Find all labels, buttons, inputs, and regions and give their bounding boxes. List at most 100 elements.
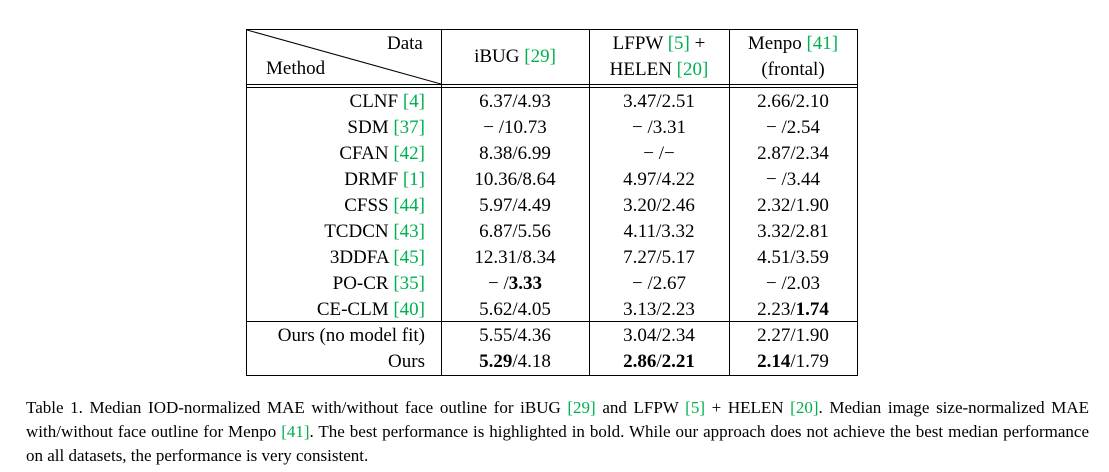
value-cell: 3.04/2.34: [589, 323, 729, 349]
our-method-rows: Ours (no model fit) 5.55/4.36 3.04/2.34 2.2…: [247, 323, 857, 375]
value-cell: 2.14/1.79: [729, 349, 857, 375]
value-without-outline: 8.34: [522, 247, 556, 268]
value-without-outline: 10.73: [504, 117, 547, 138]
diagonal-header-line: [247, 30, 441, 84]
value-without-outline: 4.22: [661, 169, 695, 190]
method-name-cell: Ours (no model fit): [278, 323, 425, 349]
slash-separator: /: [656, 195, 662, 216]
slash-separator: /: [656, 169, 662, 190]
slash-separator: /: [656, 91, 662, 112]
slash-separator: /: [656, 299, 662, 320]
value-without-outline: 2.10: [795, 91, 829, 112]
method-name: CE-CLM: [316, 299, 394, 320]
value-with-outline: 3.20: [623, 195, 657, 216]
value-without-outline: 6.99: [517, 143, 551, 164]
value-with-outline: 2.32: [757, 195, 791, 216]
method-name-cell: CFSS [44]: [344, 193, 425, 219]
value-without-outline: −: [664, 143, 675, 164]
slash-separator: /: [517, 169, 523, 190]
citation-ref: [29]: [524, 46, 556, 67]
citation-ref: [5]: [685, 398, 705, 417]
value-cell: 2.87/2.34: [729, 141, 857, 167]
value-without-outline: 4.49: [517, 195, 551, 216]
slash-separator: /: [512, 143, 518, 164]
table-row: TCDCN [43] 6.87/5.56 4.11/3.32 3.32/2.81: [247, 219, 857, 245]
slash-separator: /: [790, 325, 796, 346]
slash-separator: /: [781, 169, 787, 190]
value-with-outline: 5.55: [479, 325, 513, 346]
slash-separator: /: [656, 247, 662, 268]
slash-separator: /: [512, 299, 518, 320]
value-cell: − /2.03: [729, 271, 857, 297]
value-with-outline: −: [766, 273, 782, 294]
value-without-outline: 2.34: [661, 325, 695, 346]
table-row: SDM [37] − /10.73− /3.31− /2.54: [247, 115, 857, 141]
value-with-outline: 2.87: [757, 143, 791, 164]
value-without-outline: 3.44: [786, 169, 820, 190]
table-row: CFAN [42] 8.38/6.99− /− 2.87/2.34: [247, 141, 857, 167]
method-name: CFAN: [339, 143, 394, 164]
citation-ref: [5]: [667, 33, 690, 54]
table-row: CFSS [44] 5.97/4.49 3.20/2.46 2.32/1.90: [247, 193, 857, 219]
slash-separator: /: [790, 351, 796, 372]
table-row: CLNF [4] 6.37/4.93 3.47/2.51 2.66/2.10: [247, 89, 857, 115]
value-cell: 4.51/3.59: [729, 245, 857, 271]
method-name-cell: TCDCN [43]: [324, 219, 425, 245]
slash-separator: /: [790, 221, 796, 242]
table-row: 3DDFA [45] 12.31/8.34 7.27/5.17 4.51/3.59: [247, 245, 857, 271]
slash-separator: /: [656, 221, 662, 242]
citation-ref: [41]: [281, 422, 310, 441]
value-with-outline: 2.14: [757, 351, 791, 372]
slash-separator: /: [658, 143, 665, 164]
value-with-outline: 2.66: [757, 91, 791, 112]
value-cell: 2.66/2.10: [729, 89, 857, 115]
citation-ref: [44]: [393, 195, 425, 216]
citation-ref: [42]: [393, 143, 425, 164]
value-cell: 5.97/4.49: [441, 193, 589, 219]
method-name-cell: DRMF [1]: [344, 167, 425, 193]
value-cell: − /2.54: [729, 115, 857, 141]
value-with-outline: −: [483, 117, 499, 138]
table-row: Ours 5.29/4.18 2.86/2.21 2.14/1.79: [247, 349, 857, 375]
value-with-outline: 3.47: [623, 91, 657, 112]
slash-separator: /: [512, 91, 518, 112]
method-name: Ours: [388, 351, 425, 372]
column-divider: [589, 30, 590, 375]
value-with-outline: 6.87: [479, 221, 513, 242]
citation-ref: [35]: [393, 273, 425, 294]
value-cell: 6.37/4.93: [441, 89, 589, 115]
value-cell: 12.31/8.34: [441, 245, 589, 271]
slash-separator: /: [790, 299, 796, 320]
value-cell: 2.32/1.90: [729, 193, 857, 219]
slash-separator: /: [790, 91, 796, 112]
column-divider: [441, 30, 442, 375]
value-without-outline: 3.33: [508, 273, 542, 294]
value-cell: 3.20/2.46: [589, 193, 729, 219]
value-cell: 10.36/8.64: [441, 167, 589, 193]
table-row: PO-CR [35] − /3.33− /2.67− /2.03: [247, 271, 857, 297]
slash-separator: /: [781, 273, 787, 294]
method-name: CLNF: [349, 91, 403, 112]
value-cell: 4.11/3.32: [589, 219, 729, 245]
value-with-outline: 4.51: [757, 247, 791, 268]
value-cell: 2.86/2.21: [589, 349, 729, 375]
value-cell: 6.87/5.56: [441, 219, 589, 245]
value-with-outline: 5.29: [479, 351, 513, 372]
value-cell: 3.47/2.51: [589, 89, 729, 115]
citation-ref: [1]: [402, 169, 425, 190]
value-with-outline: 2.27: [757, 325, 791, 346]
method-name-cell: CFAN [42]: [339, 141, 425, 167]
citation-ref: [40]: [393, 299, 425, 320]
value-with-outline: 12.31: [474, 247, 518, 268]
value-cell: − /2.67: [589, 271, 729, 297]
value-with-outline: 4.11: [623, 221, 656, 242]
value-cell: − /3.33: [441, 271, 589, 297]
citation-ref: [20]: [676, 59, 709, 80]
method-name-cell: 3DDFA [45]: [330, 245, 425, 271]
value-without-outline: 2.81: [795, 221, 829, 242]
slash-separator: /: [503, 273, 509, 294]
citation-ref: [45]: [393, 247, 425, 268]
citation-ref: [43]: [393, 221, 425, 242]
table-row: CE-CLM [40] 5.62/4.05 3.13/2.23 2.23/1.74: [247, 297, 857, 323]
value-with-outline: −: [632, 117, 648, 138]
